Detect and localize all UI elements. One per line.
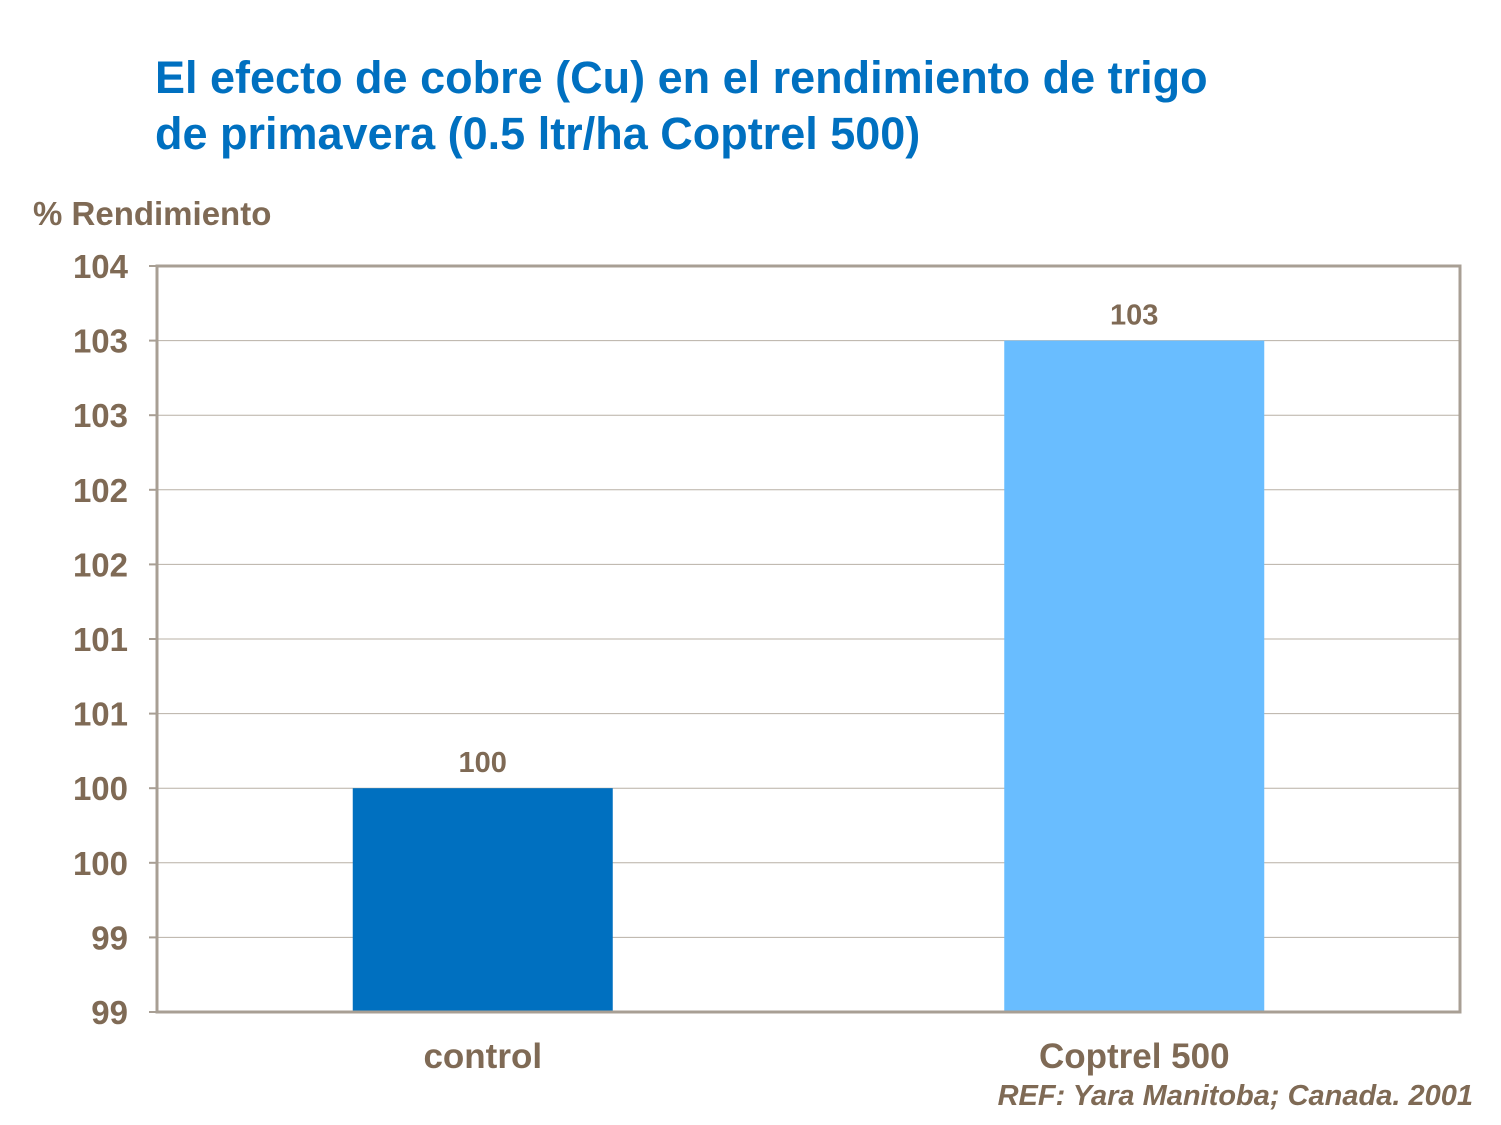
x-tick-label: Coptrel 500 [1039, 1037, 1230, 1076]
y-tick-label: 104 [73, 248, 129, 285]
reference-note: REF: Yara Manitoba; Canada. 2001 [997, 1080, 1473, 1112]
y-tick-label: 103 [73, 323, 128, 360]
y-tick-label: 103 [73, 397, 128, 434]
title-line-2: de primavera (0.5 ltr/ha Coptrel 500) [155, 108, 921, 159]
x-tick-label: control [423, 1037, 542, 1076]
y-tick-label: 101 [73, 696, 128, 733]
y-tick-label: 101 [73, 621, 128, 658]
data-label: 100 [459, 747, 507, 779]
y-axis-label: % Rendimiento [33, 195, 272, 232]
y-tick-label: 100 [73, 770, 128, 807]
y-tick-label: 99 [91, 994, 128, 1031]
chart-title: El efecto de cobre (Cu) en el rendimient… [155, 50, 1208, 162]
y-tick-label: 100 [73, 845, 128, 882]
y-tick-label: 102 [73, 546, 128, 583]
y-tick-label: 99 [91, 919, 128, 956]
data-label: 103 [1110, 300, 1158, 332]
y-tick-label: 102 [73, 472, 128, 509]
plot-area-border [155, 264, 1462, 1014]
bar-control [352, 788, 613, 1011]
bar-coptrel-500 [1004, 340, 1265, 1011]
title-line-1: El efecto de cobre (Cu) en el rendimient… [155, 52, 1208, 103]
